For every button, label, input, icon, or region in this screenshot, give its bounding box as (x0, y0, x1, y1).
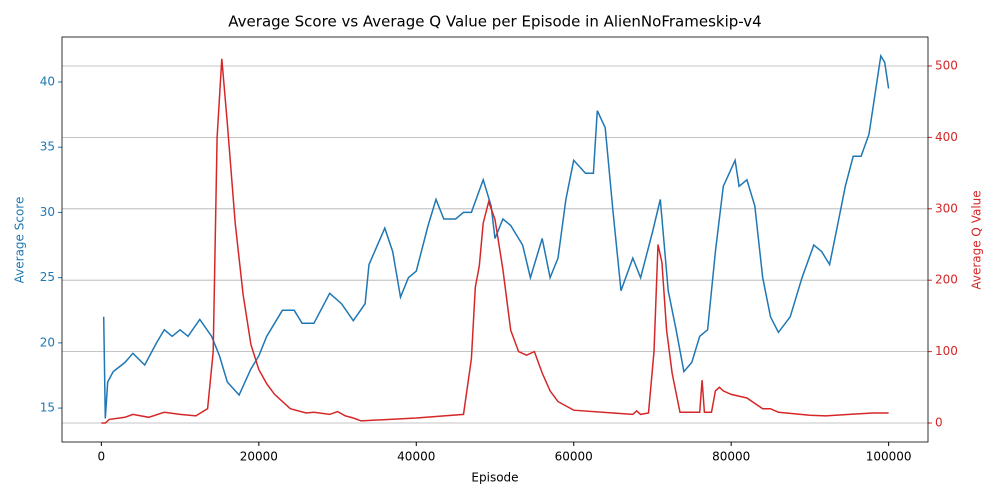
y-tick-label: 35 (40, 140, 55, 154)
y2-tick-label: 300 (935, 201, 958, 215)
x-tick-label: 20000 (240, 450, 278, 464)
y-axis-label: Average Score (13, 197, 27, 284)
y2-tick-label: 200 (935, 273, 958, 287)
x-tick-label: 80000 (712, 450, 750, 464)
x-tick-label: 40000 (397, 450, 435, 464)
x-axis-label: Episode (471, 471, 518, 485)
y-tick-label: 25 (40, 270, 55, 284)
y2-tick-label: 400 (935, 130, 958, 144)
y-tick-label: 30 (40, 205, 55, 219)
y-tick-label: 15 (40, 401, 55, 415)
data-line (101, 58, 889, 424)
y-tick-label: 20 (40, 335, 55, 349)
y2-tick-label: 100 (935, 344, 958, 358)
data-line (102, 53, 890, 419)
x-tick-label: 100000 (866, 450, 912, 464)
x-tick-label: 0 (98, 450, 106, 464)
y2-axis-label: Average Q Value (970, 190, 984, 289)
plot-frame (61, 36, 929, 443)
y-tick-label: 40 (40, 75, 55, 89)
chart-title: Average Score vs Average Q Value per Epi… (228, 13, 761, 31)
x-tick-label: 60000 (555, 450, 593, 464)
y2-tick-label: 500 (935, 58, 958, 72)
y2-tick-label: 0 (935, 416, 943, 430)
